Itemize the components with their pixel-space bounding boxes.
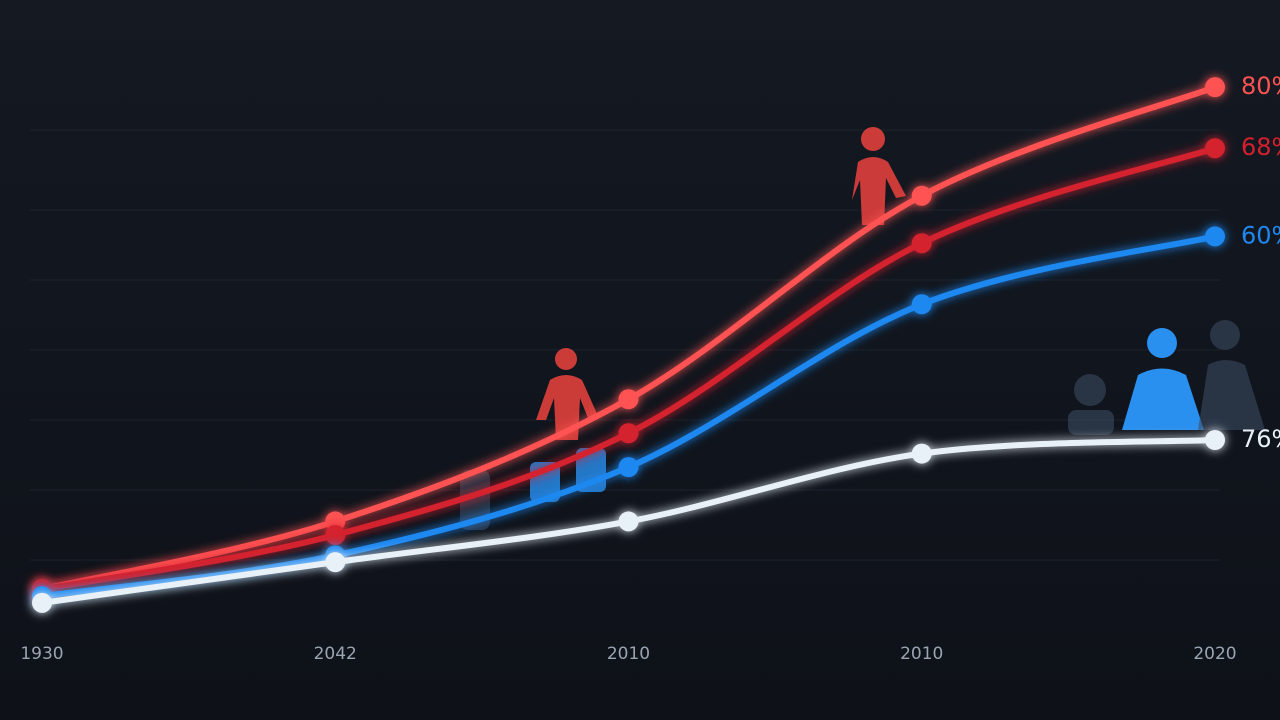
point (911, 185, 932, 206)
x-tick-label: 2010 (900, 644, 943, 664)
point (1205, 226, 1225, 247)
series (32, 430, 1225, 613)
point (618, 457, 639, 478)
point (618, 511, 639, 532)
x-tick-label: 2042 (314, 644, 357, 664)
annotation: 80% (1241, 72, 1280, 100)
point (32, 592, 52, 613)
point (1205, 430, 1225, 450)
point (911, 443, 932, 464)
x-tick-label: 1930 (20, 644, 63, 664)
annotation: 76% (1241, 425, 1280, 453)
annotation: 68% (1241, 133, 1280, 161)
point (1205, 138, 1225, 159)
point (911, 294, 932, 315)
x-tick-label: 2010 (607, 644, 650, 664)
annotation: 60% (1241, 221, 1280, 249)
point (325, 525, 346, 545)
series (32, 138, 1225, 600)
point (325, 552, 346, 573)
point (618, 423, 639, 444)
point (1205, 77, 1225, 98)
point (618, 389, 639, 410)
x-tick-label: 2020 (1193, 644, 1236, 664)
point (911, 233, 932, 254)
decor-icons (460, 127, 1265, 530)
